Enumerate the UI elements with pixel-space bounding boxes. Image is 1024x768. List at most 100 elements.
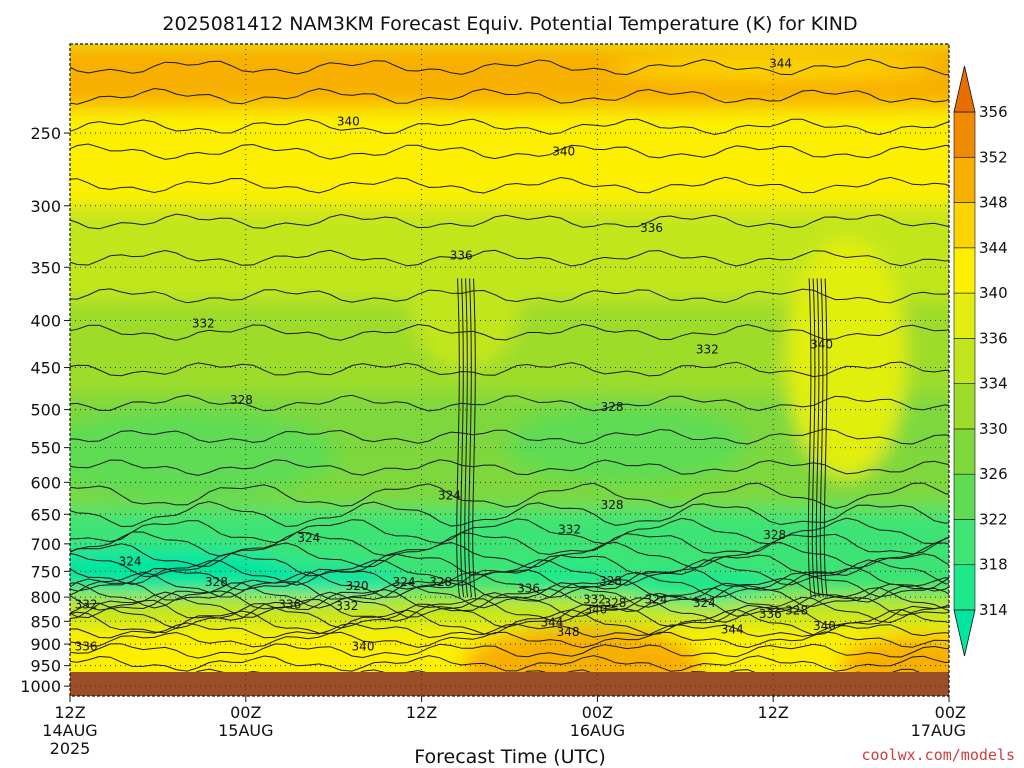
contour-label-text: 328 (604, 596, 627, 610)
contour-label: 328 (599, 574, 622, 588)
contour-line (815, 278, 820, 598)
x-tick-date-label: 17AUG (911, 721, 966, 740)
contour-line (70, 541, 949, 569)
contour-label: 324 (393, 575, 416, 589)
colorbar-segment (953, 473, 976, 520)
contour-line (70, 87, 949, 105)
colorbar-segment (953, 111, 976, 158)
contour-line (823, 278, 828, 598)
contour-label: 328 (230, 393, 253, 407)
contour-label-text: 324 (297, 531, 320, 545)
contour-label-text: 340 (352, 639, 375, 653)
y-tick-label: 600 (30, 473, 61, 492)
colorbar-segment (953, 292, 976, 339)
contour-label: 340 (810, 338, 833, 352)
colorbar-tick-label: 334 (979, 375, 1008, 393)
field-blob (786, 238, 907, 479)
x-tick-date-label: 15AUG (218, 721, 273, 740)
x-tick-label: 12Z (54, 703, 85, 722)
colorbar-tick-label: 336 (979, 329, 1008, 347)
y-tick-label: 300 (30, 197, 61, 216)
contour-label: 324 (693, 596, 716, 610)
contour-label: 336 (75, 639, 98, 653)
contour-label-text: 328 (599, 574, 622, 588)
contour-label: 320 (346, 579, 369, 593)
chart-title: 2025081412 NAM3KM Forecast Equiv. Potent… (162, 13, 857, 35)
contour-label-text: 336 (517, 582, 540, 596)
contour-line (70, 118, 949, 136)
contour-line (807, 278, 812, 598)
contour-label: 332 (583, 593, 606, 607)
colorbar-tick-label: 356 (979, 103, 1008, 121)
contour-line (456, 278, 461, 598)
contour-label-text: 328 (205, 575, 228, 589)
contour-label-text: 336 (640, 221, 663, 235)
contour-label: 328 (601, 400, 624, 414)
y-tick-label: 950 (30, 657, 61, 676)
y-tick-label: 1000 (20, 677, 61, 696)
plot-frame (69, 43, 950, 697)
y-tick-label: 500 (30, 401, 61, 420)
contour-label-text: 328 (601, 400, 624, 414)
x-tick-label: 00Z (935, 703, 966, 722)
x-tick-date-label: 2025 (50, 739, 91, 758)
contour-label: 336 (759, 607, 782, 621)
colorbar: 314 318 322 326 330 334 336 340 344 348 352 356 (953, 65, 1008, 657)
contour-label-text: 340 (337, 115, 360, 129)
contour-label-text: 332 (583, 593, 606, 607)
contour-label: 328 (785, 603, 808, 617)
y-tick-label: 900 (30, 635, 61, 654)
contour-label-text: 328 (230, 393, 253, 407)
colorbar-segment (953, 564, 976, 611)
colorbar-tick-label: 318 (979, 556, 1008, 574)
contour-label-text: 332 (75, 598, 98, 612)
contour-label: 336 (450, 249, 473, 263)
contour-label: 324 (119, 555, 142, 569)
contour-label: 336 (278, 598, 301, 612)
contour-label-text: 336 (278, 598, 301, 612)
contour-label-text: 332 (558, 522, 581, 536)
contour-line (70, 361, 949, 378)
contour-line (70, 428, 949, 445)
contour-label: 328 (429, 575, 452, 589)
heatmap-field (70, 44, 949, 696)
contour-line (70, 655, 949, 672)
contour-line (460, 278, 465, 598)
contour-label-text: 336 (450, 249, 473, 263)
contour-label: 324 (438, 488, 461, 502)
contour-line (70, 596, 949, 624)
contour-line (70, 249, 949, 267)
colorbar-segment (953, 338, 976, 384)
contour-label: 332 (75, 598, 98, 612)
colorbar-segment (953, 428, 976, 475)
contour-line (70, 58, 949, 76)
contour-label-text: 320 (346, 579, 369, 593)
colorbar-tick-label: 344 (979, 239, 1008, 257)
contour-label: 340 (813, 619, 836, 633)
contour-label-text: 328 (429, 575, 452, 589)
contour-line (70, 531, 949, 557)
contour-label-text: 328 (601, 498, 624, 512)
contour-line (70, 517, 949, 545)
colorbar-tick-label: 352 (979, 148, 1008, 166)
field-blob-max (126, 53, 307, 82)
field-blob-min (229, 564, 410, 597)
contour-line (70, 323, 949, 341)
y-tick-label: 250 (30, 124, 61, 143)
contour-label-text: 324 (645, 593, 668, 607)
contour-label: 328 (763, 528, 786, 542)
y-tick-label: 650 (30, 505, 61, 524)
y-tick-label: 700 (30, 535, 61, 554)
contour-label-text: 340 (813, 619, 836, 633)
contour-label: 336 (640, 221, 663, 235)
field-blob (506, 403, 747, 484)
colorbar-tick-label: 322 (979, 510, 1008, 528)
contour-line (70, 587, 949, 613)
colorbar-segment (953, 156, 976, 203)
contour-line (70, 622, 949, 639)
contour-lines (70, 58, 949, 684)
field-band (70, 108, 949, 206)
